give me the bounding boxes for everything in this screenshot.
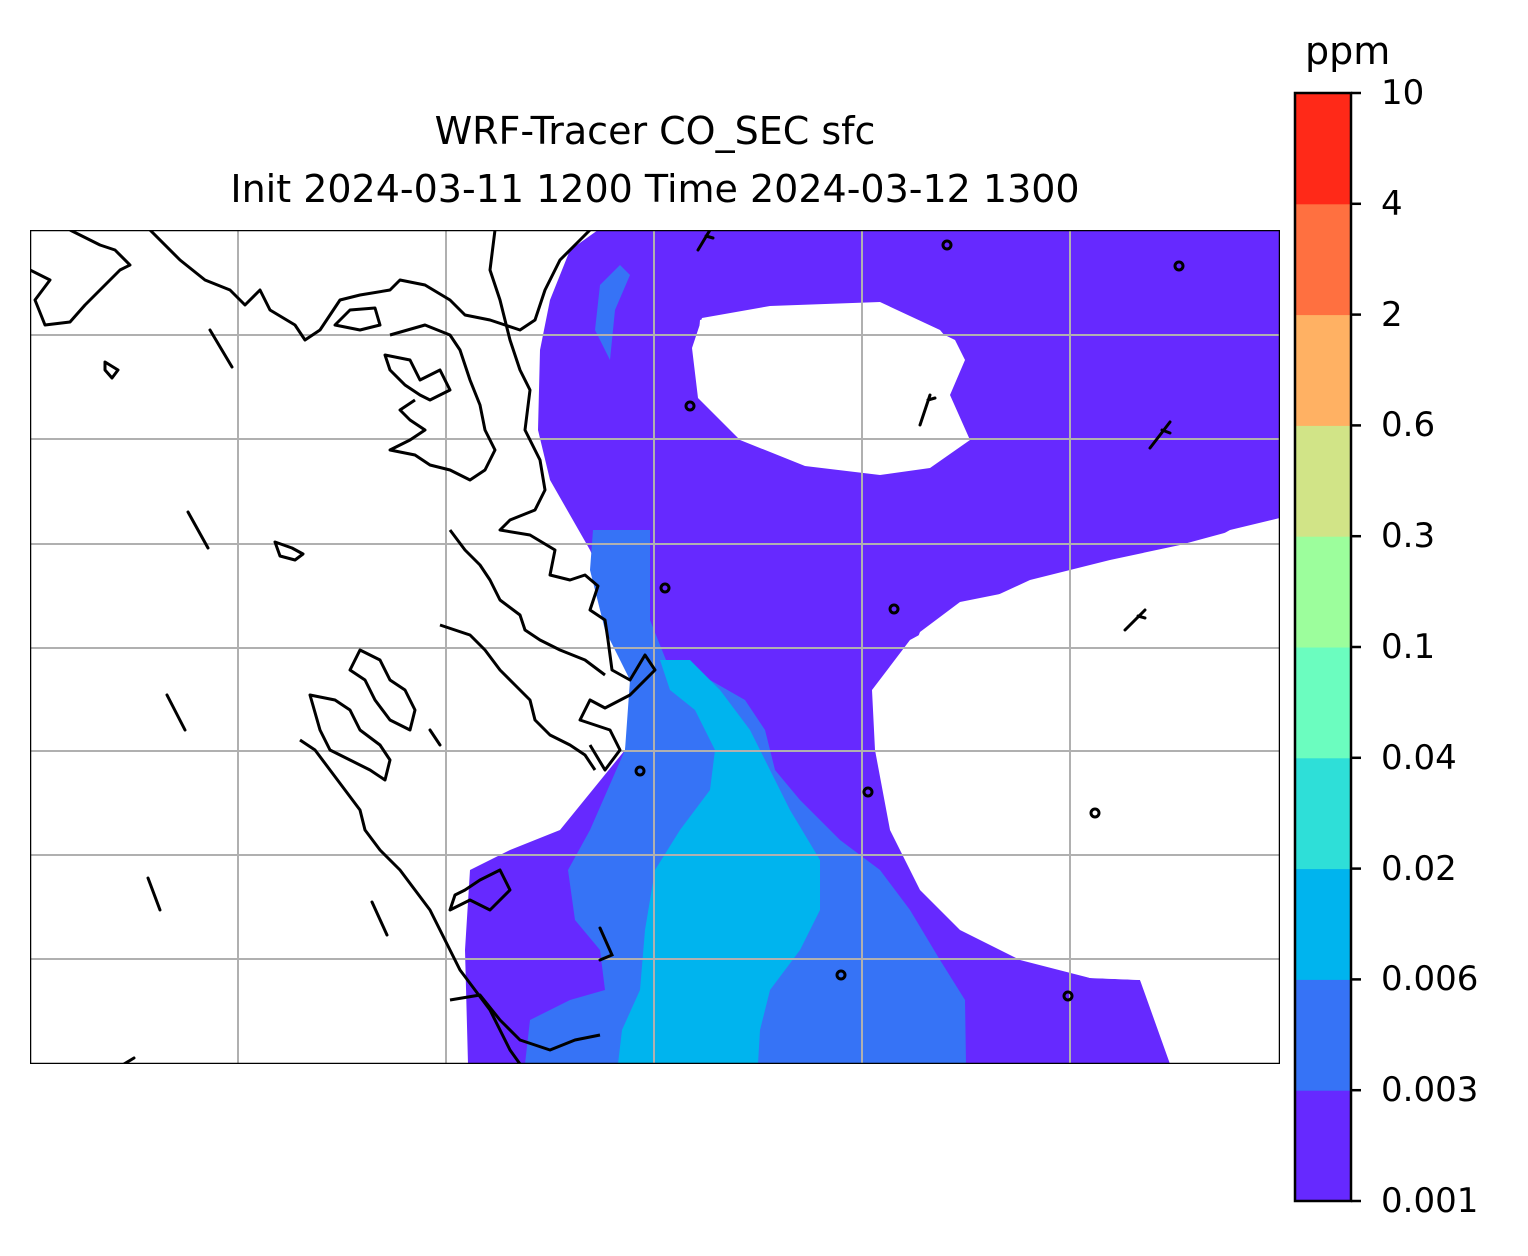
colorbar-segment: [1295, 979, 1351, 1091]
map-plot-area: [30, 230, 1280, 1064]
colorbar-tick-label: 4: [1381, 183, 1403, 224]
colorbar-segment: [1295, 647, 1351, 759]
colorbar-ticks: [1351, 91, 1361, 1203]
colorbar-unit-label: ppm: [1305, 29, 1391, 73]
chart-title-line-1: WRF-Tracer CO_SEC sfc: [434, 109, 876, 153]
colorbar-segment: [1295, 93, 1351, 205]
colorbar-segment: [1295, 314, 1351, 426]
wind-markers-calm: [634, 239, 1185, 1002]
colorbar-tick-label: 0.04: [1381, 737, 1457, 778]
tracer-band-0.006: [618, 660, 820, 1064]
chart-title-line-2: Init 2024-03-11 1200 Time 2024-03-12 130…: [230, 167, 1080, 211]
coastlines: [30, 230, 657, 1064]
colorbar-tick-label: 0.02: [1381, 848, 1457, 889]
colorbar-segment: [1295, 1090, 1351, 1202]
colorbar-segment: [1295, 868, 1351, 980]
colorbar-tick-label: 0.6: [1381, 405, 1436, 446]
wind-barbs: [122, 230, 1172, 1064]
map-gridlines: [30, 230, 1280, 1064]
colorbar-segments: [1295, 93, 1351, 1202]
colorbar-tick-label: 0.003: [1381, 1070, 1479, 1111]
colorbar-segment: [1295, 203, 1351, 316]
colorbar-tick-label: 0.006: [1381, 959, 1479, 1000]
colorbar-segment: [1295, 425, 1351, 537]
colorbar-tick-label: 10: [1381, 73, 1425, 113]
colorbar: [1293, 91, 1361, 1203]
colorbar-tick-label: 0.1: [1381, 627, 1436, 667]
colorbar-tick-label: 0.001: [1381, 1181, 1479, 1221]
colorbar-segment: [1295, 757, 1351, 870]
colorbar-tick-label: 0.3: [1381, 516, 1436, 557]
colorbar-segment: [1295, 536, 1351, 648]
colorbar-tick-label: 2: [1381, 294, 1403, 335]
